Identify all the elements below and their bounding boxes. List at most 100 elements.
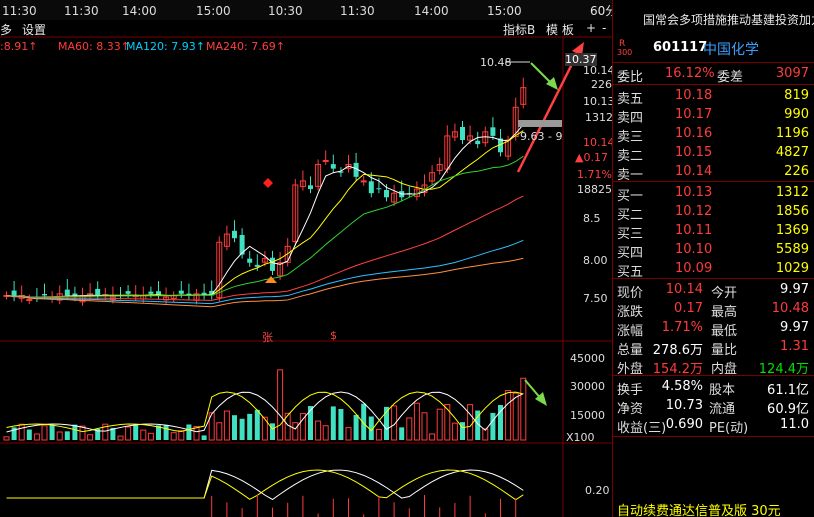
bid-volume: 1856 [775, 204, 809, 219]
ask-price: 10.15 [675, 145, 713, 160]
settings-button[interactable]: 设置 [22, 23, 47, 37]
time-label: 14:00 [414, 4, 449, 18]
volume-bar [299, 412, 306, 441]
volume-bar [156, 425, 161, 440]
stat2-row: 收益(三) 0.690 PE(动) 11.0 [613, 416, 814, 436]
bid-label: 买四 [617, 246, 644, 261]
minus-button[interactable]: - [602, 21, 607, 35]
stock-header: R 300 601117 中国化学 [613, 37, 814, 59]
kline-chart[interactable] [0, 20, 612, 517]
macd-line [6, 469, 524, 501]
volume-bar [330, 406, 336, 440]
candle-body [232, 230, 237, 239]
volume-bar [520, 377, 527, 441]
volume-bar [41, 425, 48, 441]
volume-bar [95, 428, 101, 440]
volume-bar [186, 424, 192, 440]
candle-body [299, 180, 306, 188]
candle-body [284, 245, 291, 263]
volume-bar [399, 427, 405, 440]
ask-row[interactable]: 卖三 10.16 1196 [613, 125, 814, 145]
bid-row[interactable]: 买一 10.13 1312 [613, 184, 814, 204]
stat-label: 今开 [711, 286, 738, 301]
candle-body [322, 159, 329, 162]
news-title[interactable]: 国常会多项措施推动基建投资加力 [643, 13, 814, 27]
stat-label: PE(动) [709, 421, 749, 436]
ask-price: 10.14 [675, 164, 713, 179]
volume-bar [79, 425, 86, 441]
ask-label: 卖三 [617, 130, 644, 145]
stat-label: 涨跌 [617, 305, 644, 320]
stat-row: 外盘 154.2万 内盘 124.4万 [613, 357, 814, 377]
stat-value: 278.6万 [652, 343, 703, 358]
quote-panel: 国常会多项措施推动基建投资加力 R 300 601117 中国化学 委比 16.… [612, 0, 814, 517]
bid-label: 买一 [617, 189, 644, 204]
candle-body [505, 139, 512, 157]
candle-body [270, 257, 275, 271]
volume-bar [147, 432, 154, 441]
candle-body [308, 185, 313, 190]
stat-value: 1.71% [661, 320, 703, 335]
stat-value: 10.14 [665, 282, 703, 297]
multi-button[interactable]: 多 [0, 23, 13, 37]
candle-body [216, 241, 223, 299]
stat-label: 股本 [709, 383, 736, 398]
volume-bar [18, 423, 25, 441]
news-banner[interactable]: 国常会多项措施推动基建投资加力 [613, 0, 814, 36]
candle-body [467, 135, 474, 141]
stat-label: 换手 [617, 383, 644, 398]
stat-label: 外盘 [617, 362, 644, 377]
stat-value: 0.17 [674, 301, 703, 316]
bid-row[interactable]: 买二 10.12 1856 [613, 203, 814, 223]
volume-bar [26, 429, 32, 440]
stat-value: 10.48 [771, 301, 809, 316]
stat-value: 4.58% [661, 379, 703, 394]
volume-bar [368, 416, 374, 440]
bid-row[interactable]: 买五 10.09 1029 [613, 260, 814, 280]
ask-row[interactable]: 卖二 10.15 4827 [613, 144, 814, 164]
overlay-price: 10.14 [583, 64, 615, 77]
volume-bar [482, 428, 489, 441]
candle-body [368, 181, 374, 194]
candle-body [201, 292, 207, 296]
volume-bar [193, 426, 200, 441]
ask-row[interactable]: 卖四 10.17 990 [613, 106, 814, 126]
volume-bar [232, 415, 237, 440]
bottom-ticker[interactable]: 自动续费通达信普及版 30元 [613, 498, 814, 517]
stat-label: 现价 [617, 286, 644, 301]
time-label: 14:00 [122, 4, 157, 18]
volume-bar [270, 423, 275, 440]
candle-body [345, 164, 352, 169]
weibi-label: 委比 [617, 70, 644, 85]
time-label: 15:00 [196, 4, 231, 18]
ask-row[interactable]: 卖五 10.18 819 [613, 87, 814, 107]
volume-bar [436, 408, 443, 441]
template-button[interactable]: 模 板 [546, 23, 574, 37]
ask-row[interactable]: 卖一 10.14 226 [613, 163, 814, 183]
ask-volume: 1196 [775, 126, 809, 141]
volume-bar [140, 429, 147, 441]
bid-label: 买二 [617, 208, 644, 223]
bid-row[interactable]: 买三 10.11 1369 [613, 222, 814, 242]
ask-label: 卖五 [617, 92, 644, 107]
volume-bar [498, 405, 503, 440]
stat-row: 现价 10.14 今开 9.97 [613, 281, 814, 301]
time-label: 11:30 [340, 4, 375, 18]
volume-bar [451, 422, 458, 441]
ma-line [6, 239, 524, 305]
ma-line [6, 130, 524, 298]
volume-bar [201, 435, 207, 440]
indicator-button[interactable]: 指标B [503, 23, 536, 37]
bid-price: 10.10 [675, 242, 713, 257]
badge-300: 300 [617, 48, 633, 57]
candle-body [338, 171, 344, 173]
bid-row[interactable]: 买四 10.10 5589 [613, 241, 814, 261]
plus-button[interactable]: + [586, 21, 597, 35]
candle-body [353, 162, 359, 177]
volume-bar [125, 426, 132, 441]
bid-price: 10.09 [675, 261, 713, 276]
candle-body [490, 127, 496, 136]
arrow-head [572, 42, 584, 56]
volume-bar [361, 403, 367, 440]
candle-body [360, 180, 367, 183]
